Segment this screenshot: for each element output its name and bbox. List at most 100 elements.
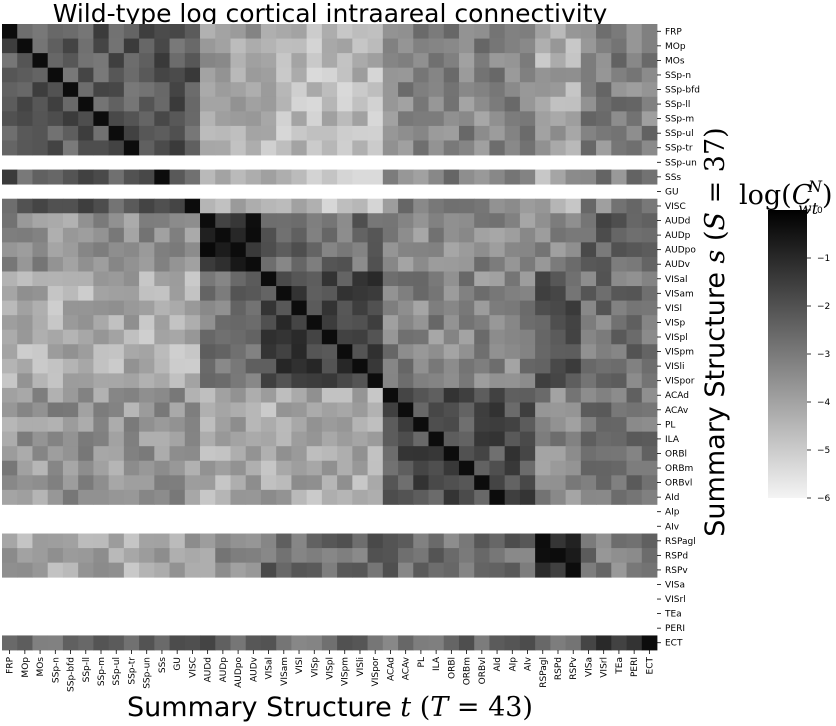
heatmap-cell: [62, 111, 79, 127]
heatmap-cell: [382, 125, 399, 141]
heatmap-cell: [32, 446, 49, 462]
heatmap-cell: [184, 111, 201, 127]
heatmap-cell: [519, 475, 536, 491]
heatmap-cell: [154, 475, 170, 491]
heatmap-cell: [230, 417, 247, 433]
heatmap-cell: [108, 256, 125, 272]
heatmap-cell: [17, 402, 33, 418]
heatmap-cell: [474, 125, 490, 141]
heatmap-cell: [413, 548, 429, 564]
heatmap-cell: [474, 198, 490, 214]
heatmap-cell: [565, 271, 582, 287]
heatmap-cell: [550, 213, 566, 229]
heatmap-cell: [413, 198, 429, 214]
heatmap-cell: [169, 256, 186, 272]
heatmap-cell: [169, 271, 186, 287]
heatmap-cell: [17, 53, 33, 69]
heatmap-cell: [306, 562, 323, 578]
heatmap-cell: [398, 286, 414, 302]
heatmap-cell: [550, 125, 566, 141]
heatmap-cell: [123, 533, 140, 549]
heatmap-cell: [260, 533, 277, 549]
heatmap-cell: [123, 315, 140, 331]
heatmap-cell: [306, 315, 323, 331]
heatmap-cell: [321, 213, 338, 229]
heatmap-cell: [321, 315, 338, 331]
heatmap-cell: [458, 213, 475, 229]
heatmap-cell: [276, 111, 292, 127]
heatmap-cell: [78, 38, 94, 54]
heatmap-cell: [47, 24, 64, 39]
heatmap-cell: [123, 300, 140, 316]
heatmap-cell: [611, 111, 627, 127]
x-tick-label: SSp-un: [143, 657, 153, 689]
heatmap-cell: [2, 635, 18, 651]
heatmap-cell: [367, 431, 384, 447]
heatmap-cell: [352, 417, 368, 433]
heatmap-cell: [169, 446, 186, 462]
heatmap-cell: [580, 24, 597, 39]
heatmap-cell: [641, 67, 658, 83]
heatmap-cell: [291, 125, 308, 141]
heatmap-cell: [626, 460, 643, 476]
heatmap-cell: [154, 344, 170, 360]
heatmap-cell: [398, 38, 414, 54]
heatmap-cell: [535, 315, 551, 331]
x-tick-label: VISpl: [326, 657, 336, 680]
heatmap-cell: [306, 96, 323, 112]
heatmap-cell: [382, 489, 399, 505]
heatmap-cell: [626, 271, 643, 287]
heatmap-cell: [337, 358, 353, 374]
heatmap-cell: [519, 635, 536, 651]
heatmap-cell: [62, 489, 79, 505]
heatmap-cell: [428, 548, 445, 564]
heatmap-cell: [108, 213, 125, 229]
heatmap-cell: [474, 402, 490, 418]
heatmap-cell: [382, 446, 399, 462]
heatmap-cell: [504, 431, 521, 447]
heatmap-cell: [169, 286, 186, 302]
heatmap-cell: [611, 256, 627, 272]
heatmap-cell: [504, 300, 521, 316]
heatmap-cell: [580, 417, 597, 433]
heatmap-cell: [641, 300, 658, 316]
heatmap-cell: [47, 227, 64, 243]
heatmap-cell: [596, 635, 612, 651]
heatmap-cell: [337, 169, 353, 185]
heatmap-cell: [382, 96, 399, 112]
heatmap-cell: [398, 373, 414, 389]
heatmap-cell: [260, 635, 277, 651]
heatmap-cell: [93, 96, 110, 112]
heatmap-cell: [474, 315, 490, 331]
heatmap-cell: [321, 169, 338, 185]
heatmap-cell: [458, 329, 475, 345]
heatmap-cell: [2, 446, 18, 462]
heatmap-cell: [291, 475, 308, 491]
heatmap-cell: [398, 125, 414, 141]
heatmap-cell: [504, 198, 521, 214]
y-tick-label: VISC: [665, 202, 686, 212]
heatmap-cell: [352, 198, 368, 214]
heatmap-cell: [596, 198, 612, 214]
heatmap-cell: [200, 24, 216, 39]
heatmap-cell: [428, 475, 445, 491]
heatmap-cell: [337, 489, 353, 505]
heatmap-cell: [245, 96, 262, 112]
heatmap-cell: [535, 329, 551, 345]
heatmap-cell: [260, 82, 277, 98]
heatmap-cell: [565, 111, 582, 127]
heatmap-cell: [367, 387, 384, 403]
heatmap-cell: [184, 475, 201, 491]
heatmap-cell: [382, 373, 399, 389]
heatmap-cell: [535, 548, 551, 564]
heatmap-cell: [626, 431, 643, 447]
heatmap-cell: [641, 431, 658, 447]
heatmap-cell: [443, 387, 460, 403]
heatmap-cell: [565, 562, 582, 578]
heatmap-cell: [337, 242, 353, 258]
heatmap-cell: [260, 53, 277, 69]
heatmap-cell: [428, 387, 445, 403]
heatmap-cell: [154, 402, 170, 418]
heatmap-cell: [428, 460, 445, 476]
heatmap-cell: [626, 213, 643, 229]
